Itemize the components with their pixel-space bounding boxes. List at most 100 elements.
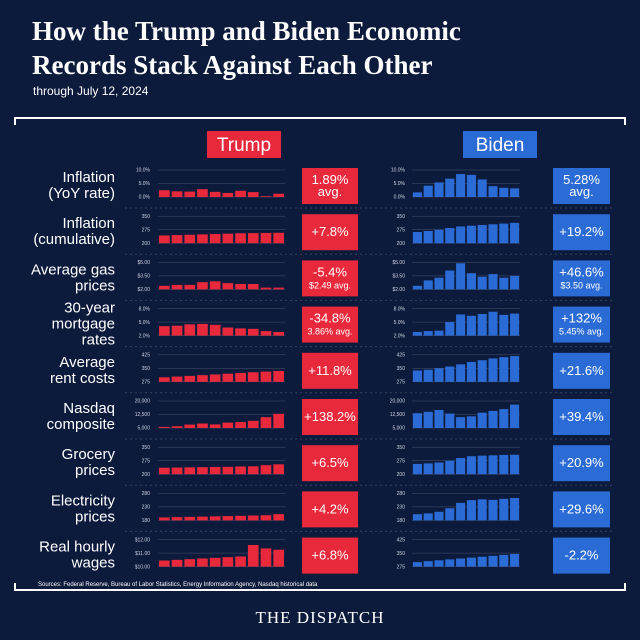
- bar: [445, 413, 455, 428]
- stat-box: [302, 445, 358, 482]
- y-tick-label: 10.0%: [136, 168, 151, 174]
- bar: [260, 331, 272, 336]
- bar: [222, 422, 234, 428]
- bar: [445, 270, 455, 290]
- y-tick-label: $5.00: [392, 260, 405, 266]
- bar: [197, 467, 208, 475]
- row-label: (cumulative): [33, 231, 115, 248]
- y-tick-label: 280: [397, 491, 406, 497]
- stat: +138.2%: [304, 409, 356, 424]
- bar: [488, 499, 498, 521]
- bar: [209, 324, 221, 336]
- stat-box: [553, 306, 610, 343]
- stat-box: [553, 260, 610, 297]
- bar: [423, 561, 433, 567]
- bar: [434, 462, 444, 475]
- y-tick-label: 2.0%: [394, 333, 406, 339]
- row-label: prices: [75, 462, 115, 479]
- stat: 5.28%: [563, 172, 600, 187]
- stat-box: [302, 306, 358, 343]
- bar: [445, 460, 455, 475]
- stat: +11.8%: [308, 363, 352, 378]
- y-tick-label: 5,000: [137, 426, 150, 432]
- row-label: Average: [59, 354, 115, 371]
- bar: [171, 284, 183, 290]
- bar: [247, 372, 259, 382]
- bar: [235, 515, 246, 521]
- bar: [412, 413, 422, 428]
- bar: [423, 230, 433, 244]
- bar: [510, 313, 520, 336]
- bar: [412, 562, 422, 567]
- bar: [171, 517, 183, 521]
- y-tick-label: 20,000: [135, 399, 151, 405]
- bar: [171, 235, 183, 244]
- y-tick-label: 230: [142, 505, 151, 511]
- stat-box: [553, 168, 610, 204]
- bar: [477, 455, 487, 475]
- stat-note: 5.45% avg.: [559, 327, 604, 337]
- bar: [412, 332, 422, 336]
- bar: [184, 375, 196, 382]
- bar: [197, 423, 208, 428]
- stat-box: [553, 445, 610, 482]
- bar: [247, 328, 259, 336]
- bar: [488, 224, 498, 244]
- bar: [434, 229, 444, 244]
- bar: [273, 193, 284, 197]
- bar: [456, 314, 466, 336]
- stat-note: avg.: [318, 184, 343, 199]
- row-label: (YoY rate): [48, 185, 115, 202]
- y-tick-label: 5.0%: [394, 181, 406, 187]
- y-tick-label: $2.00: [137, 287, 150, 293]
- bar: [222, 283, 234, 290]
- stat-box: [302, 537, 358, 574]
- row-label: 30-year: [64, 300, 115, 317]
- bar: [434, 330, 444, 336]
- bar: [159, 426, 170, 428]
- bar: [273, 549, 284, 567]
- stat: +19.2%: [559, 224, 604, 239]
- y-tick-label: 350: [397, 445, 406, 451]
- bar: [184, 284, 196, 290]
- stat: -5.4%: [313, 264, 347, 279]
- bar: [260, 417, 272, 428]
- row-label: rates: [82, 332, 115, 349]
- bar: [456, 263, 466, 290]
- row-label: Inflation: [62, 215, 115, 232]
- stat-box: [302, 491, 358, 528]
- bar: [412, 285, 422, 290]
- y-tick-label: 425: [142, 353, 151, 359]
- stat-box: [302, 168, 358, 204]
- bar: [209, 516, 221, 521]
- bar: [247, 284, 259, 290]
- y-tick-label: 425: [397, 537, 406, 543]
- bar: [488, 410, 498, 428]
- bar: [488, 555, 498, 567]
- bar: [445, 228, 455, 244]
- bar: [488, 274, 498, 290]
- brand: THE DISPATCH: [256, 608, 385, 627]
- stat-box: [302, 214, 358, 251]
- bar: [197, 516, 208, 521]
- bar: [184, 234, 196, 244]
- y-tick-label: 8.0%: [394, 306, 406, 312]
- bar: [235, 422, 246, 428]
- bar: [510, 188, 520, 197]
- bar: [184, 424, 196, 428]
- bar: [488, 311, 498, 336]
- y-tick-label: 12,500: [135, 412, 151, 418]
- y-tick-label: 5.0%: [394, 320, 406, 326]
- column-title: Biden: [476, 135, 525, 156]
- bar: [235, 190, 246, 197]
- bar: [488, 186, 498, 197]
- bar: [477, 412, 487, 428]
- bar: [488, 455, 498, 475]
- y-tick-label: 350: [397, 214, 406, 220]
- y-tick-label: 275: [142, 227, 151, 233]
- bar: [209, 234, 221, 244]
- bar: [466, 174, 476, 197]
- bar: [466, 273, 476, 290]
- stat-note: $2.49 avg.: [309, 280, 351, 290]
